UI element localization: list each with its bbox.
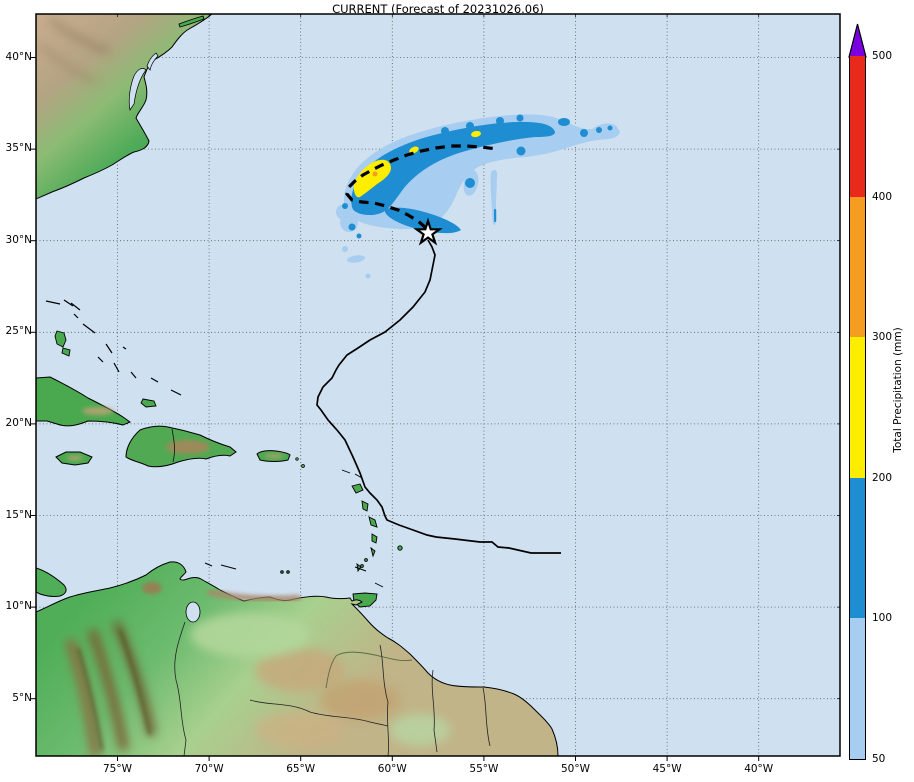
precip-300-400 bbox=[372, 171, 378, 177]
greater-antilles bbox=[36, 376, 305, 468]
lat-tick-label: 10°N bbox=[5, 600, 32, 613]
lat-tick-label: 20°N bbox=[5, 416, 32, 429]
lon-tick-label: 55°W bbox=[469, 763, 499, 775]
lat-tick-label: 25°N bbox=[5, 325, 32, 338]
colorbar-segment bbox=[850, 617, 865, 759]
us-east-coast-land bbox=[36, 14, 213, 200]
precip-200-300 bbox=[353, 130, 481, 198]
lat-tick-label: 35°N bbox=[5, 142, 32, 155]
lon-tick-label: 60°W bbox=[377, 763, 407, 775]
storm-track bbox=[316, 144, 561, 554]
colorbar-tick-label: 200 bbox=[872, 471, 893, 484]
colorbar-tick-label: 50 bbox=[872, 753, 886, 765]
lat-tick-label: 5°N bbox=[12, 691, 32, 704]
colorbar-segment bbox=[850, 195, 865, 338]
plot-title: CURRENT (Forecast of 20231026.06) bbox=[332, 2, 544, 16]
lon-tick-label: 50°W bbox=[561, 763, 590, 775]
colorbar-axis-label: Total Precipitation (mm) bbox=[892, 327, 904, 453]
past-track-line bbox=[316, 239, 561, 554]
colorbar-tick-label: 100 bbox=[872, 612, 893, 625]
orinoco-river bbox=[325, 651, 413, 689]
lon-tick-label: 45°W bbox=[652, 763, 682, 775]
lon-tick-label: 75°W bbox=[103, 763, 132, 775]
land-layer bbox=[36, 14, 559, 756]
colorbar-segment bbox=[850, 476, 865, 619]
map-frame bbox=[35, 13, 841, 757]
bahamas-islands bbox=[45, 299, 182, 408]
country-borders bbox=[174, 621, 491, 756]
lon-tick-label: 65°W bbox=[286, 763, 316, 775]
colorbar-segment bbox=[850, 56, 865, 197]
colorbar-tick-label: 400 bbox=[872, 190, 893, 203]
precip-100-200 bbox=[342, 114, 613, 239]
colorbar-over-arrow bbox=[848, 23, 867, 58]
lon-tick-label: 40°W bbox=[744, 763, 774, 775]
colorbar-tick-label: 500 bbox=[872, 50, 893, 62]
venezuela-islands bbox=[204, 562, 367, 574]
south-america-land bbox=[36, 561, 559, 756]
colorbar bbox=[849, 56, 866, 760]
axis-ticks bbox=[31, 14, 840, 761]
colorbar-segment bbox=[850, 336, 865, 478]
precipitation-swath bbox=[336, 114, 620, 279]
current-position-star bbox=[413, 217, 443, 246]
lat-tick-label: 30°N bbox=[5, 233, 32, 246]
lon-tick-label: 70°W bbox=[194, 763, 224, 775]
lat-tick-label: 40°N bbox=[5, 50, 32, 63]
lat-tick-label: 15°N bbox=[5, 508, 32, 521]
forecast-track-line bbox=[345, 144, 498, 230]
lake-maracaibo bbox=[185, 601, 201, 623]
colorbar-tick-label: 300 bbox=[872, 331, 893, 344]
